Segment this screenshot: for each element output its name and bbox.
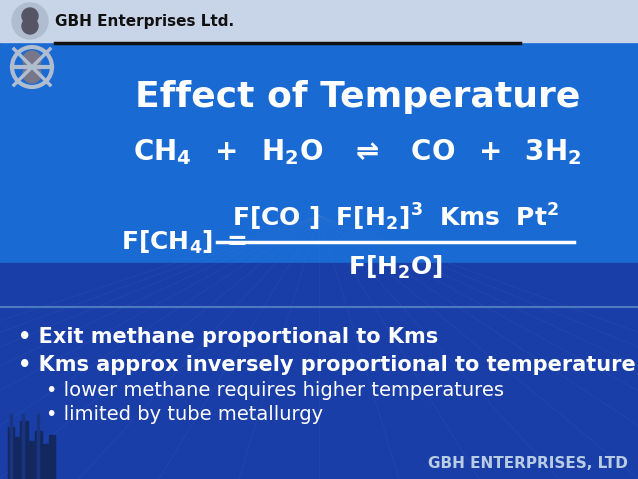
Bar [15,437,19,479]
Text: Effect of Temperature: Effect of Temperature [135,80,580,114]
Bar [37,414,39,479]
Circle shape [12,3,48,39]
Circle shape [23,51,41,69]
Text: $\mathbf{F[CH_4]\ =}$: $\mathbf{F[CH_4]\ =}$ [121,228,247,256]
Text: • Exit methane proportional to Kms: • Exit methane proportional to Kms [18,327,438,347]
Circle shape [22,18,38,34]
Bar [43,444,48,479]
Bar [22,414,24,479]
Text: GBH ENTERPRISES, LTD: GBH ENTERPRISES, LTD [428,456,628,470]
Bar [35,431,42,479]
Text: • limited by tube metallurgy: • limited by tube metallurgy [46,406,323,424]
Text: $\mathbf{F[CO\ ]\ \ F[H_2]^3\ \ Kms\ \ Pt^2}$: $\mathbf{F[CO\ ]\ \ F[H_2]^3\ \ Kms\ \ P… [232,201,559,233]
Text: $\mathbf{F[H_2O]}$: $\mathbf{F[H_2O]}$ [348,253,443,281]
Circle shape [23,65,41,83]
Text: GBH Enterprises Ltd.: GBH Enterprises Ltd. [55,13,234,28]
Bar [8,427,14,479]
Text: • lower methane requires higher temperatures: • lower methane requires higher temperat… [46,381,504,400]
Bar [29,441,34,479]
Bar [10,414,12,479]
Bar [49,435,55,479]
Bar [0,0,638,42]
Text: $\mathbf{CH_4\ \ +\ \ H_2O\ \ \ \rightleftharpoons\ \ \ CO\ \ +\ \ 3H_2}$: $\mathbf{CH_4\ \ +\ \ H_2O\ \ \ \rightle… [133,137,582,167]
Bar [0,263,638,479]
Bar [20,421,28,479]
Text: • Kms approx inversely proportional to temperature: • Kms approx inversely proportional to t… [18,355,635,375]
Circle shape [22,8,38,24]
